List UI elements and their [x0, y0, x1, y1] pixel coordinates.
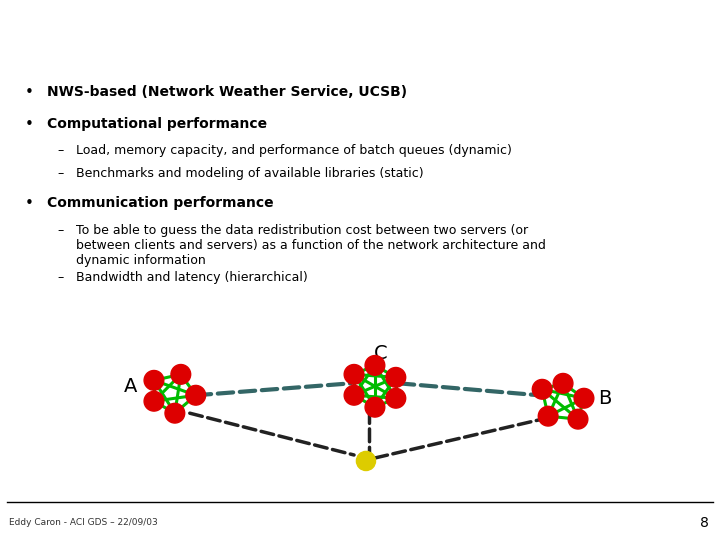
Text: Computational performance: Computational performance: [47, 117, 267, 131]
Text: Bandwidth and latency (hierarchical): Bandwidth and latency (hierarchical): [76, 271, 307, 284]
Circle shape: [553, 374, 573, 393]
Text: C: C: [374, 344, 387, 363]
Circle shape: [365, 397, 384, 417]
Text: •: •: [25, 85, 34, 100]
Text: Benchmarks and modeling of available libraries (static): Benchmarks and modeling of available lib…: [76, 167, 423, 180]
Circle shape: [365, 355, 384, 375]
Text: NWS-based (Network Weather Service, UCSB): NWS-based (Network Weather Service, UCSB…: [47, 85, 407, 99]
Circle shape: [386, 388, 405, 408]
Text: To be able to guess the data redistribution cost between two servers (or
between: To be able to guess the data redistribut…: [76, 224, 546, 267]
Circle shape: [386, 368, 405, 387]
Circle shape: [144, 392, 164, 411]
Circle shape: [165, 403, 185, 423]
Circle shape: [356, 451, 376, 470]
Text: Communication performance: Communication performance: [47, 197, 274, 211]
Text: –: –: [58, 144, 64, 158]
Text: B: B: [598, 389, 611, 408]
Text: –: –: [58, 271, 64, 284]
Circle shape: [568, 409, 588, 429]
Text: A: A: [123, 377, 137, 396]
Circle shape: [539, 406, 558, 426]
Text: Load, memory capacity, and performance of batch queues (dynamic): Load, memory capacity, and performance o…: [76, 144, 511, 158]
Text: •: •: [25, 197, 34, 211]
Text: –: –: [58, 167, 64, 180]
Circle shape: [344, 386, 364, 405]
Text: Eddy Caron - ACI GDS – 22/09/03: Eddy Caron - ACI GDS – 22/09/03: [9, 518, 158, 527]
Circle shape: [344, 364, 364, 384]
Circle shape: [186, 386, 206, 405]
Circle shape: [144, 370, 164, 390]
Circle shape: [574, 388, 594, 408]
Text: 8: 8: [701, 516, 709, 530]
Text: –: –: [58, 224, 64, 237]
Text: •: •: [25, 117, 34, 132]
Circle shape: [532, 380, 552, 399]
Text: FAST: FAST: [13, 18, 104, 52]
Circle shape: [171, 364, 191, 384]
Text: - Fast Agent’s System Timer -: - Fast Agent’s System Timer -: [83, 25, 396, 45]
